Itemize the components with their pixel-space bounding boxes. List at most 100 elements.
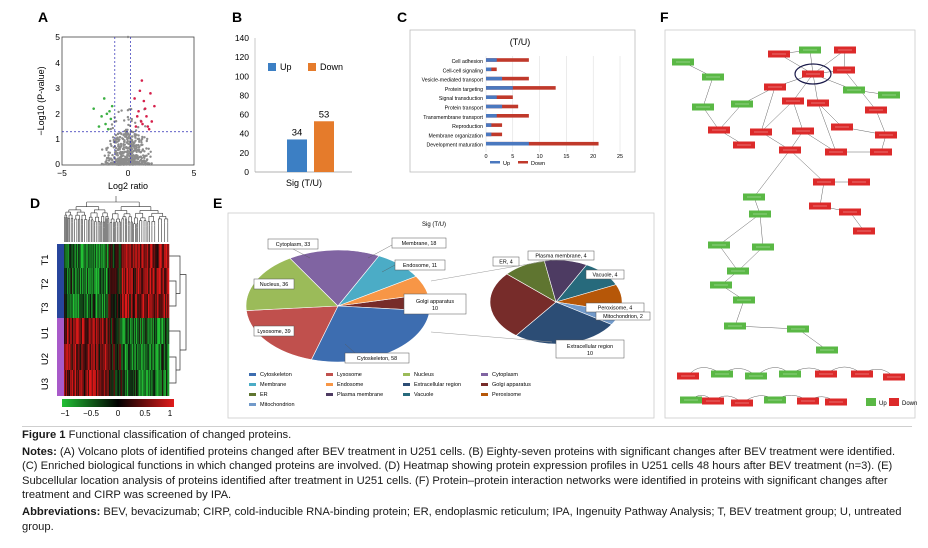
panel-d-heat-cell	[78, 294, 80, 318]
panel-a-ns-point	[123, 139, 126, 142]
panel-d-heat-cell	[161, 344, 163, 370]
panel-d-heat-cell	[98, 268, 100, 294]
panel-d-heat-cell	[118, 268, 120, 294]
panel-d-heat-cell	[163, 344, 165, 370]
panel-d-heat-cell	[100, 318, 102, 344]
panel-d-heat-cell	[74, 294, 76, 318]
panel-d-heat-cell	[133, 344, 135, 370]
panel-d-heat-cell	[132, 268, 134, 294]
panel-d-heat-cell	[133, 268, 135, 294]
panel-d-heat-cell	[76, 344, 78, 370]
panel-e-leader	[367, 244, 393, 259]
panel-d-heat-cell	[111, 268, 113, 294]
panel-d-heat-cell	[115, 244, 117, 268]
panel-d-heat-cell	[70, 294, 72, 318]
panel-d-heat-cell	[130, 244, 132, 268]
panel-d-heat-cell	[94, 344, 96, 370]
panel-a-ns-point	[126, 146, 129, 150]
panel-d-heat-cell	[142, 318, 144, 344]
panel-f-edge	[809, 49, 814, 75]
panel-d-heat-cell	[137, 294, 139, 318]
panel-d-heat-cell	[66, 344, 68, 370]
panel-d-heat-cell	[100, 244, 102, 268]
panel-d-heat-cell	[159, 370, 161, 396]
panel-d-heat-cell	[144, 370, 146, 396]
panel-d-heat-cell	[67, 370, 69, 396]
panel-d-heat-cell	[151, 344, 153, 370]
panel-f-edge	[760, 86, 776, 133]
panel-d-heat-cell	[154, 244, 156, 268]
panel-d-heat-cell	[100, 344, 102, 370]
panel-d-heat-cell	[96, 344, 98, 370]
panel-a-ytick: 4	[55, 58, 60, 68]
panel-d-heat-cell	[141, 294, 143, 318]
panel-d-heat-cell	[130, 268, 132, 294]
panel-e-legend-label: Endosome	[337, 382, 363, 388]
panel-a-ns-point	[133, 162, 136, 165]
panel-d-heat-cell	[164, 370, 166, 396]
panel-d-heat-cell	[143, 318, 145, 344]
panel-d-heat-cell	[91, 294, 93, 318]
panel-d-heat-cell	[136, 294, 138, 318]
panel-d-heat-cell	[145, 344, 147, 370]
panel-e-legend-label: Peroxisome	[492, 392, 521, 398]
panel-a-ns-point	[118, 135, 122, 139]
panel-d-heat-cell	[89, 244, 91, 268]
panel-d-heat-cell	[150, 318, 152, 344]
panel-c-xtick: 5	[511, 154, 514, 160]
panel-d-heat-cell	[163, 344, 165, 370]
panel-d-heat-cell	[117, 370, 119, 396]
panel-d-heat-cell	[147, 294, 149, 318]
panel-d-heat-cell	[71, 244, 73, 268]
panel-d-heat-cell	[79, 370, 81, 396]
panel-d-heat-cell	[85, 244, 87, 268]
panel-d-heat-cell	[155, 294, 157, 318]
panel-f-edge	[812, 73, 819, 104]
panel-f-nodes	[672, 46, 905, 407]
panel-e-legend-swatch	[249, 393, 256, 396]
panel-d-scale-tick: 1	[168, 409, 173, 418]
panel-d-heat-cell	[90, 268, 92, 294]
panel-d-heat-cell	[129, 318, 131, 344]
panel-d-heat-cell	[118, 318, 120, 344]
panel-d-heat-cell	[97, 244, 99, 268]
panel-a-ns-point	[141, 148, 145, 151]
panel-d-heat-cell	[160, 318, 162, 344]
panel-d-heat-cell	[94, 344, 96, 370]
panel-d-heat-cell	[165, 318, 167, 344]
panel-d-heat-cell	[160, 244, 162, 268]
panel-a-ns-point	[133, 133, 136, 137]
panel-f-letter: F	[660, 9, 669, 25]
panel-d-heat-cell	[67, 294, 69, 318]
panel-a-ns-point	[137, 143, 140, 147]
panel-d-heat-cell	[128, 344, 130, 370]
panel-a-ns-point	[132, 141, 136, 145]
panel-d-heat-cell	[114, 318, 116, 344]
panel-d-heat-cell	[106, 244, 108, 268]
panel-e-leader	[344, 343, 356, 354]
panel-d-heat-cell	[142, 344, 144, 370]
panel-d-heat-cell	[126, 268, 128, 294]
panel-d-heat-cell	[65, 370, 67, 396]
panel-a-ns-point	[127, 142, 130, 146]
panel-d-heat-cell	[87, 244, 89, 268]
panel-d-heat-cell	[112, 244, 114, 268]
panel-d-heat-cell	[133, 370, 135, 396]
panel-d-heat-cell	[156, 344, 158, 370]
panel-d-heat-cell	[109, 318, 111, 344]
panel-d-heat-cell	[108, 294, 110, 318]
panel-f-edge	[792, 73, 814, 102]
panel-c-legend-down: Down	[531, 161, 545, 167]
panel-d-heat-cell	[138, 244, 140, 268]
panel-d-heat-cell	[97, 268, 99, 294]
panel-a-down-point	[102, 97, 106, 100]
panel-d-heat-cell	[94, 370, 96, 396]
panel-c-category: Protein transport	[445, 106, 484, 112]
panel-d-heat-cell	[105, 244, 107, 268]
panel-d-heat-cell	[142, 294, 144, 318]
panel-d-heat-cell	[124, 268, 126, 294]
panel-d-heat-cell	[70, 318, 72, 344]
panel-e-callout-line: Golgi apparatus	[416, 299, 454, 305]
panel-d-heat-cell	[82, 268, 84, 294]
panel-d-heat-cell	[85, 244, 87, 268]
